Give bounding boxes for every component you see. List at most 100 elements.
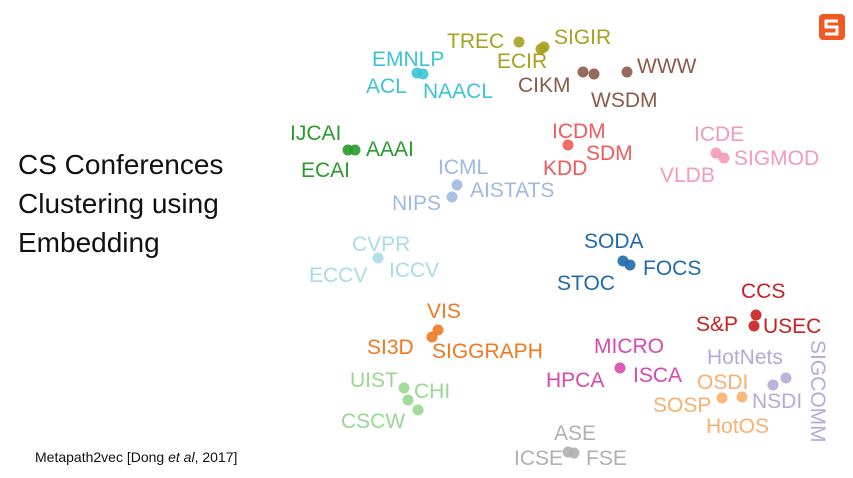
cluster: EMNLP ACL NAACL bbox=[366, 48, 493, 103]
cluster: MICRO HPCA ISCA bbox=[546, 335, 682, 392]
title-line: Embedding bbox=[18, 227, 160, 258]
node-label: SOSP bbox=[653, 394, 711, 417]
node-label: TREC bbox=[447, 30, 504, 53]
logo-glyph bbox=[824, 19, 839, 36]
node-label: ICDE bbox=[694, 123, 744, 146]
node-label: WWW bbox=[637, 55, 697, 78]
node-label: ICML bbox=[438, 156, 488, 179]
node-dot bbox=[780, 372, 792, 384]
cluster: IJCAI AAAI ECAI bbox=[290, 122, 414, 182]
node-label: CSCW bbox=[341, 410, 405, 433]
node-dot bbox=[446, 191, 458, 203]
node-label: ECCV bbox=[309, 264, 367, 287]
node-dot bbox=[621, 66, 633, 78]
node-label: EMNLP bbox=[372, 48, 444, 71]
node-label: NIPS bbox=[392, 192, 441, 215]
node-label: IJCAI bbox=[290, 122, 341, 145]
cluster: CIKM WWW WSDM bbox=[518, 55, 697, 112]
node-label: SIGGRAPH bbox=[432, 340, 543, 363]
node-label: SODA bbox=[584, 230, 644, 253]
node-dot bbox=[349, 144, 361, 156]
node-label: SIGCOMM bbox=[806, 340, 829, 443]
node-label: UIST bbox=[350, 369, 398, 392]
node-dot bbox=[402, 394, 414, 406]
node-label: VIS bbox=[427, 300, 461, 323]
cluster: TREC SIGIR ECIR bbox=[447, 26, 611, 73]
node-dot bbox=[426, 331, 438, 343]
node-label: AAAI bbox=[366, 138, 414, 161]
node-label: SIGMOD bbox=[734, 147, 819, 170]
node-label: ECAI bbox=[301, 159, 350, 182]
node-label: ACL bbox=[366, 75, 407, 98]
node-dot bbox=[398, 382, 410, 394]
node-label: OSDI bbox=[697, 371, 748, 394]
node-label: ISCA bbox=[633, 364, 682, 387]
node-dot bbox=[588, 68, 600, 80]
node-label: FSE bbox=[586, 447, 627, 470]
node-label: AISTATS bbox=[470, 179, 554, 202]
node-dot bbox=[412, 404, 424, 416]
node-label: WSDM bbox=[591, 89, 658, 112]
logo bbox=[819, 14, 845, 40]
node-label: CHI bbox=[414, 380, 450, 403]
node-label: ICSE bbox=[514, 447, 563, 470]
citation: Metapath2vec [Dong et al, 2017] bbox=[35, 449, 237, 465]
cluster: CVPR ECCV ICCV bbox=[309, 233, 439, 287]
node-label: CIKM bbox=[518, 74, 571, 97]
node-label: MICRO bbox=[594, 335, 664, 358]
node-label: ICCV bbox=[389, 259, 439, 282]
node-label: SIGIR bbox=[554, 26, 611, 49]
node-label: FOCS bbox=[643, 257, 701, 280]
node-dot bbox=[372, 252, 384, 264]
node-dot bbox=[767, 379, 779, 391]
node-dot bbox=[535, 43, 547, 55]
node-dot bbox=[513, 36, 525, 48]
node-label: CCS bbox=[741, 280, 785, 303]
node-label: NAACL bbox=[423, 80, 493, 103]
node-label: S&P bbox=[696, 313, 738, 336]
node-dot bbox=[562, 139, 574, 151]
node-dot bbox=[736, 391, 748, 403]
node-label: HotOS bbox=[706, 415, 769, 438]
node-label: CVPR bbox=[352, 233, 410, 256]
node-dot bbox=[568, 447, 580, 459]
node-label: ICDM bbox=[552, 120, 606, 143]
node-label: ASE bbox=[554, 422, 596, 445]
node-label: USEC bbox=[763, 315, 821, 338]
citation-part: Metapath2vec [Dong bbox=[35, 449, 168, 465]
node-label: NSDI bbox=[752, 390, 802, 413]
node-label: VLDB bbox=[660, 164, 715, 187]
cluster: VIS SI3D SIGGRAPH bbox=[367, 300, 543, 363]
node-dot bbox=[614, 362, 626, 374]
node-label: ECIR bbox=[497, 50, 547, 73]
title-line: Clustering using bbox=[18, 188, 219, 219]
node-dot bbox=[748, 320, 760, 332]
node-dot bbox=[417, 68, 429, 80]
node-dot bbox=[451, 179, 463, 191]
node-label: SI3D bbox=[367, 336, 414, 359]
node-dot bbox=[710, 147, 722, 159]
node-label: SDM bbox=[586, 142, 633, 165]
cluster: UIST CHI CSCW bbox=[341, 369, 450, 433]
title-line: CS Conferences bbox=[18, 149, 223, 180]
node-label: STOC bbox=[557, 272, 615, 295]
node-label: HotNets bbox=[707, 346, 783, 369]
node-dot bbox=[716, 392, 728, 404]
cluster: SODA FOCS STOC bbox=[557, 230, 701, 295]
node-dot bbox=[624, 259, 636, 271]
citation-part: , 2017] bbox=[195, 449, 238, 465]
node-label: HPCA bbox=[546, 369, 604, 392]
node-label: KDD bbox=[543, 157, 587, 180]
node-dot bbox=[718, 152, 730, 164]
node-dot bbox=[750, 309, 762, 321]
citation-part: et al bbox=[168, 449, 195, 465]
